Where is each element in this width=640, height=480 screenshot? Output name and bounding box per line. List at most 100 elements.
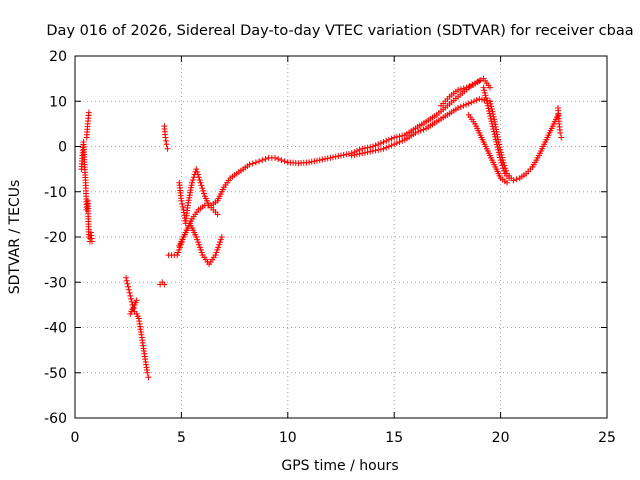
data-point	[213, 249, 220, 256]
data-point	[272, 154, 279, 161]
x-tick-label: 20	[492, 430, 510, 446]
data-point	[124, 280, 131, 287]
y-axis-label: SDTVAR / TECUs	[7, 180, 23, 295]
y-tick-label: -40	[44, 321, 67, 337]
data-point	[306, 159, 313, 166]
data-point	[503, 167, 510, 174]
data-point	[501, 162, 508, 169]
data-point	[125, 283, 132, 290]
y-tick-label: 0	[58, 140, 67, 156]
data-point	[189, 179, 196, 186]
data-point	[372, 142, 379, 149]
axis-ticks	[74, 55, 608, 419]
data-point	[385, 136, 392, 143]
data-point	[200, 190, 207, 197]
x-tick-label: 5	[177, 430, 186, 446]
data-point	[460, 85, 467, 92]
data-point	[393, 133, 400, 140]
data-point	[480, 84, 487, 91]
data-point	[163, 141, 170, 148]
data-point	[497, 149, 504, 156]
data-point	[503, 179, 510, 186]
data-point	[316, 157, 323, 164]
data-point	[468, 99, 475, 106]
data-point	[338, 152, 344, 159]
data-point	[128, 295, 135, 302]
data-point	[476, 95, 483, 102]
data-point	[455, 105, 462, 112]
data-point	[196, 176, 203, 183]
data-point	[175, 249, 182, 256]
data-point	[497, 146, 504, 153]
data-point	[179, 200, 186, 207]
data-point	[399, 132, 406, 139]
data-point	[259, 157, 266, 164]
data-point	[314, 157, 321, 164]
data-point	[399, 137, 406, 144]
data-point	[335, 153, 342, 160]
data-point	[391, 134, 398, 141]
data-point	[487, 100, 494, 107]
data-marks	[78, 75, 565, 381]
data-point	[332, 153, 339, 160]
data-point	[85, 109, 92, 116]
data-point	[393, 140, 400, 147]
data-point	[500, 159, 507, 166]
data-point	[396, 133, 403, 140]
data-point	[380, 138, 387, 145]
data-point	[215, 244, 222, 251]
x-tick-label: 0	[71, 430, 80, 446]
data-point	[275, 155, 282, 162]
data-point	[197, 246, 204, 253]
data-point	[558, 134, 565, 141]
data-point	[412, 129, 419, 136]
data-point	[490, 113, 497, 120]
data-point	[330, 154, 337, 161]
data-point	[495, 138, 502, 145]
x-tick-label: 25	[598, 430, 616, 446]
data-point	[486, 84, 493, 91]
y-tick-label: -10	[44, 185, 67, 201]
x-tick-label: 15	[385, 430, 403, 446]
data-point	[417, 127, 424, 134]
data-point	[217, 239, 224, 246]
data-point	[262, 155, 269, 162]
data-point	[375, 146, 382, 153]
data-point	[415, 128, 422, 135]
data-point	[457, 103, 464, 110]
y-tick-label: -50	[44, 366, 67, 382]
data-point	[196, 241, 203, 248]
data-point	[281, 158, 288, 165]
data-point	[361, 149, 368, 156]
data-point	[388, 142, 395, 149]
data-point	[212, 252, 219, 259]
data-point	[481, 89, 488, 96]
data-point	[489, 108, 496, 115]
data-point	[214, 246, 221, 253]
data-point	[125, 286, 132, 293]
data-point	[311, 158, 318, 165]
data-point	[457, 86, 464, 93]
data-point	[499, 157, 506, 164]
data-point	[351, 151, 358, 158]
y-tick-label: 20	[49, 49, 67, 65]
data-point	[369, 148, 376, 155]
data-point	[348, 152, 355, 159]
data-point	[502, 165, 509, 172]
data-point	[178, 197, 185, 204]
data-point	[308, 158, 315, 165]
data-point	[217, 236, 224, 243]
data-point	[460, 102, 467, 109]
data-point	[510, 177, 517, 184]
data-point	[164, 145, 171, 152]
data-point	[498, 151, 505, 158]
data-point	[466, 83, 473, 90]
data-point	[478, 96, 485, 103]
data-point	[385, 143, 392, 150]
data-point	[380, 145, 387, 152]
data-point	[377, 140, 384, 147]
data-point	[216, 241, 223, 248]
data-point	[322, 155, 329, 162]
data-point	[383, 144, 390, 151]
data-point	[133, 297, 140, 304]
